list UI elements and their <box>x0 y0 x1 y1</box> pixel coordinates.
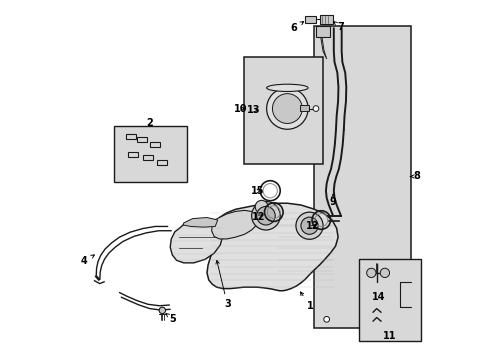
Text: 2: 2 <box>146 118 153 128</box>
Circle shape <box>255 201 267 213</box>
Polygon shape <box>183 217 217 227</box>
Text: 11: 11 <box>383 332 396 342</box>
Circle shape <box>366 268 375 278</box>
Circle shape <box>380 268 389 278</box>
Bar <box>319 15 332 24</box>
Circle shape <box>295 212 323 239</box>
Text: 13: 13 <box>247 105 261 115</box>
Bar <box>114 126 187 182</box>
Ellipse shape <box>266 84 307 91</box>
Bar <box>305 16 315 23</box>
Text: 1: 1 <box>300 292 313 311</box>
Polygon shape <box>206 203 337 291</box>
Bar <box>142 156 152 160</box>
Text: 5: 5 <box>165 314 176 324</box>
Circle shape <box>323 316 329 322</box>
Text: 10: 10 <box>234 104 247 113</box>
Bar <box>358 258 421 341</box>
Bar <box>299 105 308 111</box>
Circle shape <box>256 206 275 225</box>
Bar <box>244 57 323 164</box>
Text: 8: 8 <box>409 171 419 181</box>
Text: 3: 3 <box>216 261 230 309</box>
Circle shape <box>266 88 307 129</box>
Text: 15: 15 <box>251 186 264 196</box>
Circle shape <box>251 202 280 230</box>
Bar <box>313 26 410 328</box>
Bar <box>137 138 147 143</box>
Circle shape <box>300 217 317 234</box>
Polygon shape <box>211 210 258 239</box>
Bar <box>125 134 136 139</box>
Bar <box>128 152 138 157</box>
Circle shape <box>272 94 302 123</box>
Text: 7: 7 <box>333 22 344 32</box>
Text: 4: 4 <box>81 255 94 266</box>
Bar <box>149 142 160 147</box>
Text: 12: 12 <box>251 212 265 222</box>
Text: 6: 6 <box>290 22 303 33</box>
Polygon shape <box>170 219 223 263</box>
Text: 14: 14 <box>372 292 385 302</box>
Circle shape <box>312 106 318 111</box>
Text: 9: 9 <box>329 194 336 207</box>
Text: 12: 12 <box>305 221 319 231</box>
Bar <box>315 26 329 37</box>
Bar <box>157 160 166 165</box>
Circle shape <box>159 307 165 314</box>
